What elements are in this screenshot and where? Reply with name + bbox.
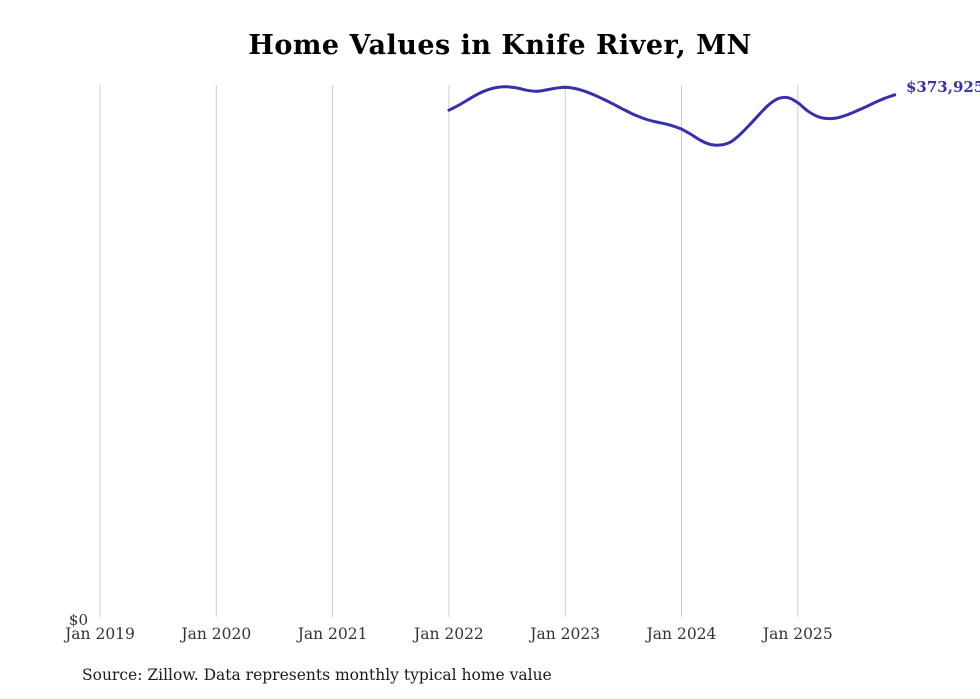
x-tick-jan-2019: Jan 2019 <box>65 625 135 643</box>
latest-value-label: $373,925 <box>906 78 980 96</box>
x-tick-jan-2023: Jan 2023 <box>530 625 601 643</box>
x-tick-jan-2020: Jan 2020 <box>181 625 252 643</box>
x-tick-jan-2025: Jan 2025 <box>762 625 833 643</box>
x-tick-jan-2024: Jan 2024 <box>646 625 717 643</box>
home-value-line <box>447 85 897 147</box>
x-tick-jan-2022: Jan 2022 <box>413 625 484 643</box>
y-axis-zero-label: $0 <box>68 611 88 629</box>
x-tick-jan-2021: Jan 2021 <box>297 625 368 643</box>
chart-title: Home Values in Knife River, MN <box>248 30 752 61</box>
source-note: Source: Zillow. Data represents monthly … <box>82 666 552 684</box>
